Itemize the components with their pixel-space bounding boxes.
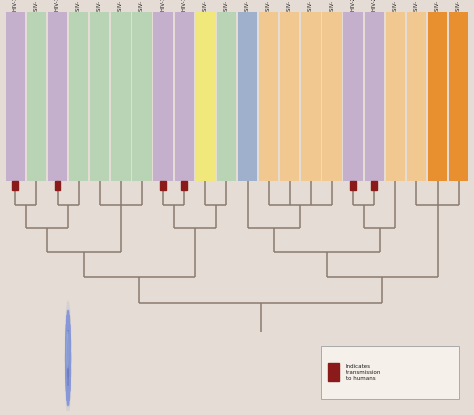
Text: SIV- chimpanzee: SIV- chimpanzee (34, 0, 39, 11)
Text: HIV-1 group O: HIV-1 group O (161, 0, 165, 11)
Bar (196, 12, 215, 181)
Bar (132, 12, 152, 181)
Text: SIV- chimpanzee: SIV- chimpanzee (139, 0, 145, 11)
Bar (449, 12, 468, 181)
Circle shape (69, 377, 70, 391)
Circle shape (66, 377, 67, 391)
Circle shape (67, 332, 69, 368)
Bar (350, 181, 356, 190)
Bar (407, 12, 426, 181)
Circle shape (69, 325, 70, 339)
Text: SIV- red-capped mangabey: SIV- red-capped mangabey (245, 0, 250, 11)
Bar (174, 12, 194, 181)
Text: SIV- drill: SIV- drill (266, 0, 271, 11)
Text: SIV- chimpanzee: SIV- chimpanzee (76, 0, 81, 11)
Text: SIV- sooty mangabey: SIV- sooty mangabey (393, 0, 398, 11)
Bar (154, 12, 173, 181)
Text: SIV- chimpanzee: SIV- chimpanzee (118, 0, 123, 11)
Circle shape (66, 317, 70, 399)
Circle shape (66, 325, 67, 339)
Circle shape (70, 337, 71, 352)
Circle shape (70, 364, 71, 379)
Bar (328, 363, 339, 381)
Bar (386, 12, 405, 181)
Text: HIV-2 group A: HIV-2 group A (351, 0, 356, 11)
Bar (428, 12, 447, 181)
Bar (365, 12, 384, 181)
Bar (6, 12, 25, 181)
Text: HIV-1 group M: HIV-1 group M (13, 0, 18, 11)
Text: SIV- sooty mangabey: SIV- sooty mangabey (329, 0, 335, 11)
Text: SIV- gorilla: SIV- gorilla (203, 0, 208, 11)
Bar (301, 12, 320, 181)
Text: SIV- Syke's monkey: SIV- Syke's monkey (414, 0, 419, 11)
Text: SIV- De Brazza's monkey: SIV- De Brazza's monkey (456, 0, 461, 11)
Text: SIV- tantalus: SIV- tantalus (309, 0, 313, 11)
Text: SIV- greater spot-nasal monkey: SIV- greater spot-nasal monkey (435, 0, 440, 11)
Circle shape (68, 310, 69, 325)
Bar (12, 181, 18, 190)
Text: SIV- chimpanzee: SIV- chimpanzee (97, 0, 102, 11)
Bar (160, 181, 166, 190)
Bar (69, 12, 88, 181)
Circle shape (67, 310, 68, 325)
Bar (27, 12, 46, 181)
Bar (371, 181, 377, 190)
Circle shape (68, 391, 69, 405)
Text: SIV- vervet monkey: SIV- vervet monkey (287, 0, 292, 11)
Bar (259, 12, 278, 181)
Text: HIV-1 group P: HIV-1 group P (182, 0, 187, 11)
Bar (90, 12, 109, 181)
Circle shape (66, 317, 70, 399)
Circle shape (65, 309, 71, 407)
Circle shape (67, 391, 68, 405)
Bar (111, 12, 130, 181)
Bar (280, 12, 300, 181)
Bar (321, 346, 459, 399)
Bar (322, 12, 342, 181)
Circle shape (69, 386, 70, 400)
Text: HIV-1 group N: HIV-1 group N (55, 0, 60, 11)
Bar (238, 12, 257, 181)
Bar (217, 12, 236, 181)
Circle shape (65, 351, 66, 365)
Circle shape (65, 301, 71, 415)
Text: SIV- chimpanzee: SIV- chimpanzee (224, 0, 229, 11)
Bar (344, 12, 363, 181)
Circle shape (70, 351, 71, 365)
Bar (55, 181, 61, 190)
Bar (48, 12, 67, 181)
Circle shape (69, 315, 70, 330)
Bar (181, 181, 187, 190)
Text: Indicates
transmission
to humans: Indicates transmission to humans (346, 364, 381, 381)
Text: HIV-2 group B: HIV-2 group B (372, 0, 377, 11)
